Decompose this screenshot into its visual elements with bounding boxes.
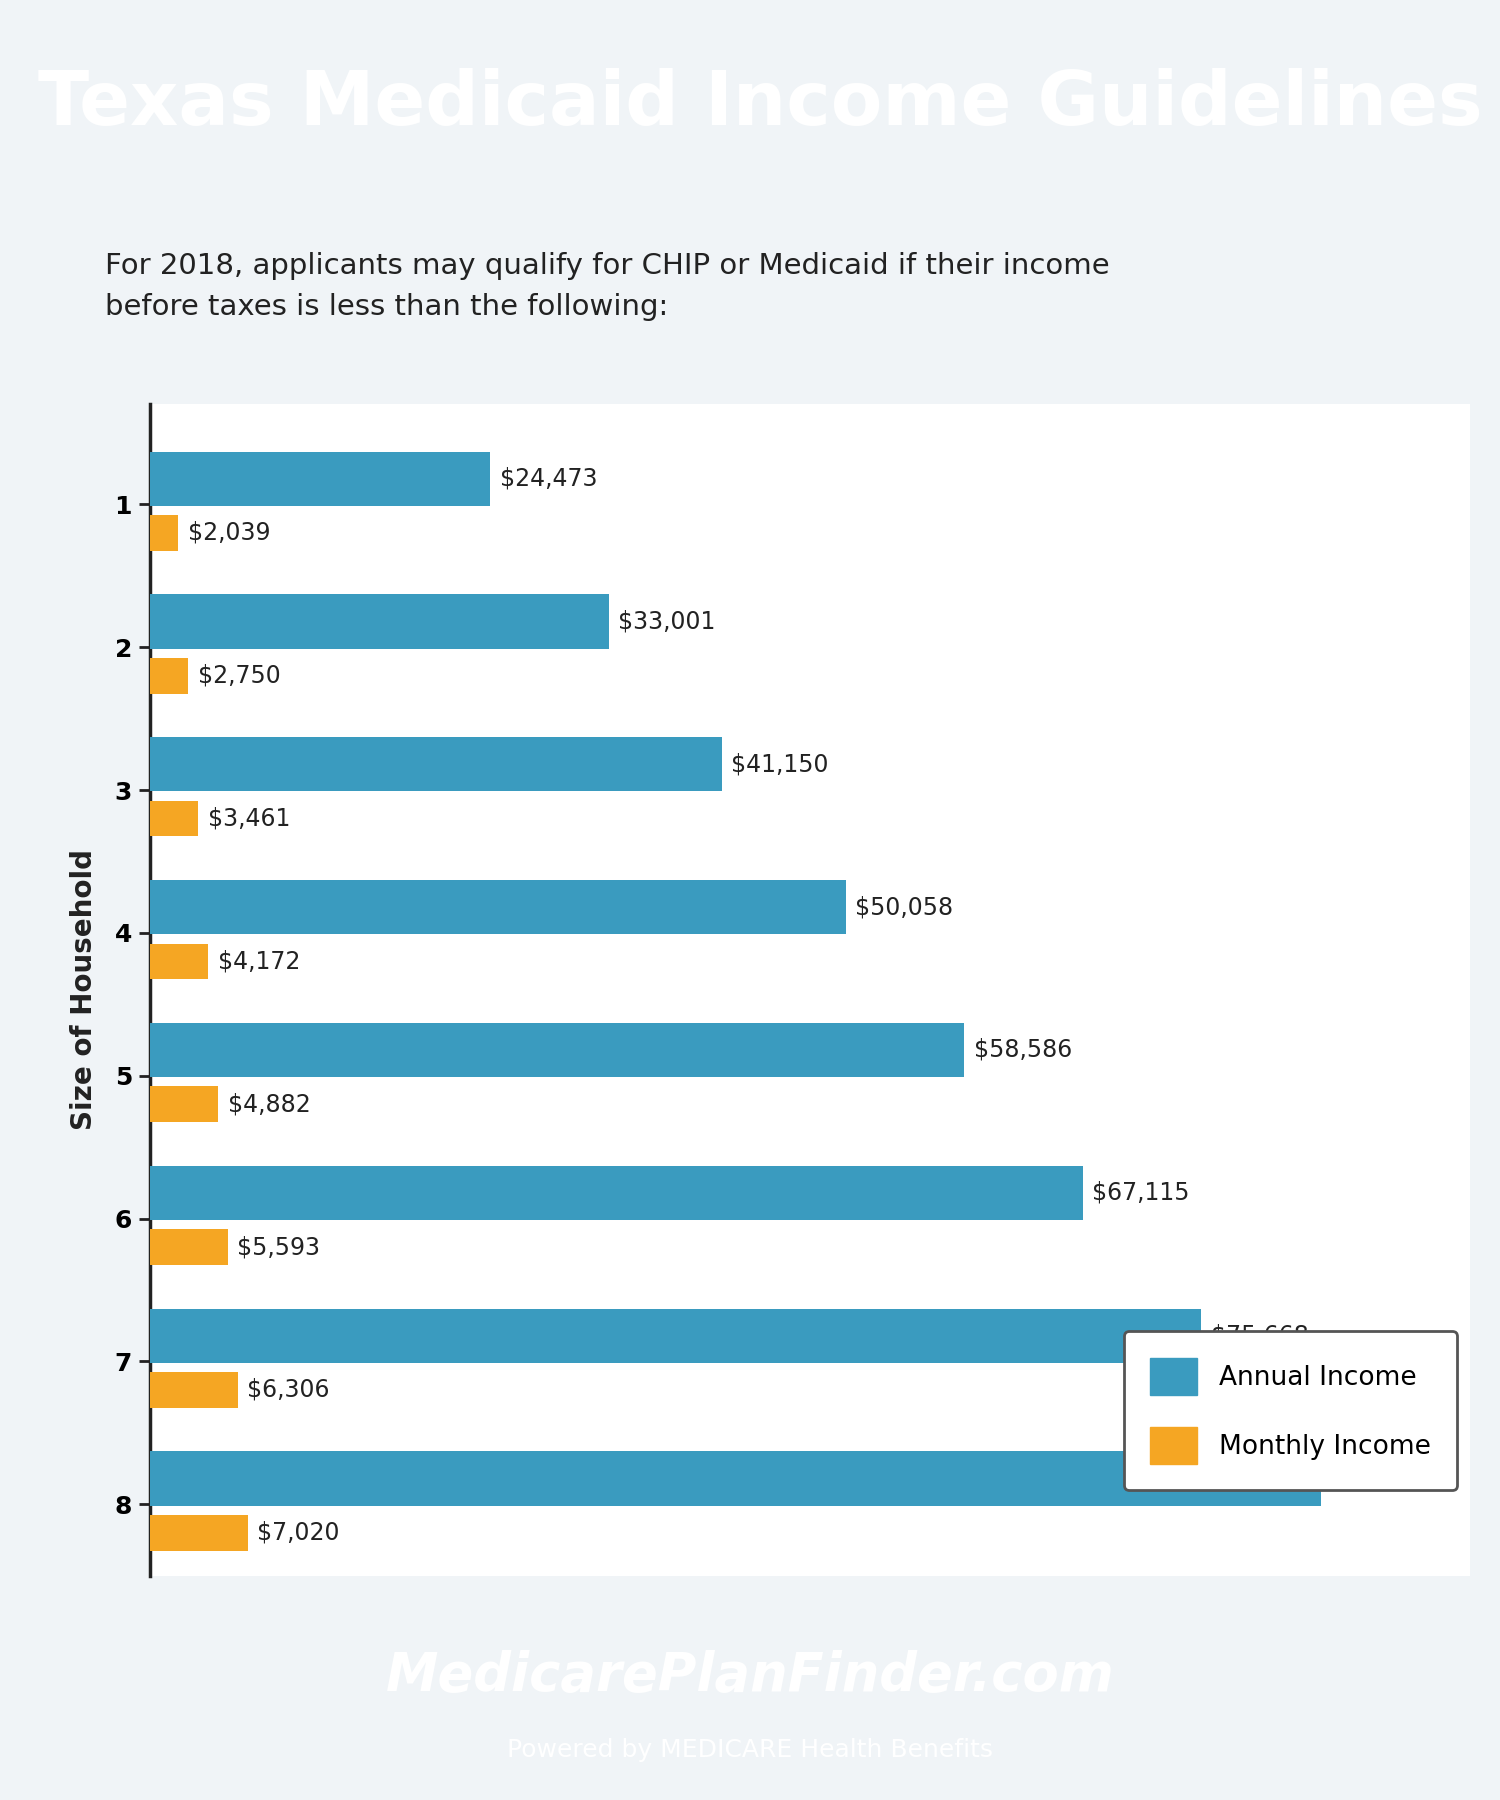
Text: $24,473: $24,473	[500, 466, 597, 491]
Text: $50,058: $50,058	[855, 895, 954, 920]
Text: $5,593: $5,593	[237, 1235, 321, 1258]
Text: $84,246: $84,246	[1330, 1467, 1428, 1490]
Bar	[150, 801, 198, 837]
Text: $58,586: $58,586	[974, 1039, 1072, 1062]
Legend: Annual Income, Monthly Income: Annual Income, Monthly Income	[1124, 1332, 1456, 1490]
Bar	[150, 1022, 965, 1076]
Text: $2,039: $2,039	[188, 520, 270, 545]
Y-axis label: Size of Household: Size of Household	[70, 850, 98, 1130]
Text: MedicarePlanFinder.com: MedicarePlanFinder.com	[386, 1651, 1114, 1703]
Bar	[150, 1166, 1083, 1220]
Bar	[150, 880, 846, 934]
Bar	[150, 1309, 1202, 1363]
Bar	[150, 738, 722, 792]
Text: Texas Medicaid Income Guidelines: Texas Medicaid Income Guidelines	[38, 67, 1482, 140]
Text: $33,001: $33,001	[618, 610, 716, 634]
Bar	[150, 515, 178, 551]
Bar	[150, 1451, 1320, 1505]
Bar	[150, 452, 490, 506]
Bar	[150, 594, 609, 648]
Text: $7,020: $7,020	[258, 1521, 340, 1544]
Text: Powered by MEDICARE Health Benefits: Powered by MEDICARE Health Benefits	[507, 1739, 993, 1762]
Text: $75,668: $75,668	[1210, 1323, 1310, 1348]
Bar	[150, 1229, 228, 1265]
Text: For 2018, applicants may qualify for CHIP or Medicaid if their income
before tax: For 2018, applicants may qualify for CHI…	[105, 252, 1110, 320]
Text: $3,461: $3,461	[209, 806, 290, 830]
Text: $41,150: $41,150	[732, 752, 830, 776]
Text: $4,172: $4,172	[217, 949, 300, 974]
Text: $67,115: $67,115	[1092, 1181, 1190, 1204]
Bar	[150, 659, 188, 693]
Bar	[150, 943, 208, 979]
Text: $4,882: $4,882	[228, 1093, 310, 1116]
Text: $6,306: $6,306	[248, 1379, 330, 1402]
Bar	[150, 1087, 217, 1121]
Bar	[150, 1372, 237, 1408]
Bar	[150, 1516, 248, 1550]
Text: $2,750: $2,750	[198, 664, 280, 688]
